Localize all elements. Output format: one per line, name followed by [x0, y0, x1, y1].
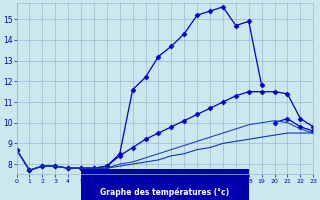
X-axis label: Graphe des températures (°c): Graphe des températures (°c) [100, 188, 229, 197]
